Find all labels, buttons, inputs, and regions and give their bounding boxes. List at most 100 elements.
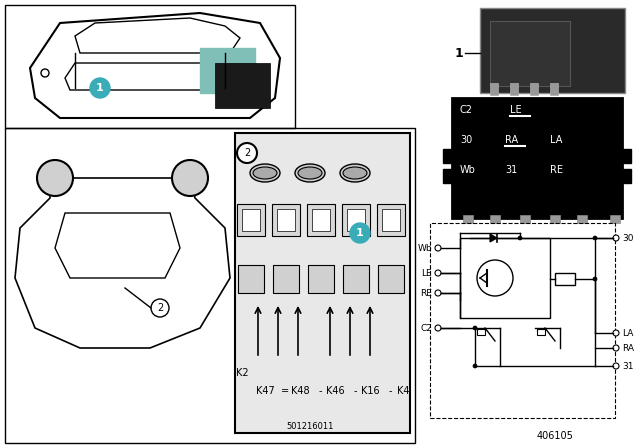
Text: RA: RA xyxy=(622,344,634,353)
Bar xyxy=(452,98,622,218)
Bar xyxy=(242,209,260,231)
Text: K16: K16 xyxy=(361,386,380,396)
Bar xyxy=(307,204,335,236)
Bar xyxy=(215,63,270,108)
Bar xyxy=(5,128,415,443)
Text: RA: RA xyxy=(505,135,518,145)
Bar xyxy=(621,169,631,183)
Bar xyxy=(308,265,334,293)
Ellipse shape xyxy=(253,167,277,179)
Text: C2: C2 xyxy=(420,323,432,332)
Circle shape xyxy=(613,363,619,369)
Bar xyxy=(343,265,369,293)
Text: K4: K4 xyxy=(397,386,409,396)
Circle shape xyxy=(435,270,441,276)
Text: C2: C2 xyxy=(460,105,473,115)
Circle shape xyxy=(37,160,73,196)
Circle shape xyxy=(172,160,208,196)
Circle shape xyxy=(613,330,619,336)
Circle shape xyxy=(477,260,513,296)
Text: 501216011: 501216011 xyxy=(286,422,333,431)
Circle shape xyxy=(435,290,441,296)
Bar xyxy=(550,215,560,223)
Bar xyxy=(555,273,575,285)
Bar xyxy=(550,83,558,95)
Bar xyxy=(577,215,587,223)
Ellipse shape xyxy=(343,167,367,179)
Polygon shape xyxy=(55,213,180,278)
Text: K46: K46 xyxy=(326,386,344,396)
Text: K48: K48 xyxy=(291,386,309,396)
Text: LE: LE xyxy=(510,105,522,115)
Polygon shape xyxy=(15,178,230,348)
Bar xyxy=(537,329,545,335)
Bar xyxy=(342,204,370,236)
Text: Wb: Wb xyxy=(417,244,432,253)
Bar xyxy=(272,204,300,236)
Circle shape xyxy=(473,364,477,368)
Bar xyxy=(277,209,295,231)
Bar xyxy=(382,209,400,231)
Ellipse shape xyxy=(295,164,325,182)
Text: 1: 1 xyxy=(356,228,364,238)
Circle shape xyxy=(237,143,257,163)
Bar xyxy=(5,5,295,128)
Text: -: - xyxy=(388,386,392,396)
Bar xyxy=(463,215,473,223)
Text: K2: K2 xyxy=(236,368,248,378)
Ellipse shape xyxy=(298,167,322,179)
Text: -: - xyxy=(353,386,356,396)
Bar xyxy=(238,265,264,293)
Bar xyxy=(312,209,330,231)
Text: 2: 2 xyxy=(157,303,163,313)
Text: Wb: Wb xyxy=(460,165,476,175)
Text: RE: RE xyxy=(550,165,563,175)
Bar xyxy=(460,238,550,318)
Circle shape xyxy=(613,235,619,241)
Bar xyxy=(235,133,410,433)
Bar xyxy=(443,149,453,163)
Bar xyxy=(490,215,500,223)
Circle shape xyxy=(350,223,370,243)
Circle shape xyxy=(151,299,169,317)
Polygon shape xyxy=(65,63,235,90)
Text: LE: LE xyxy=(421,268,432,277)
Bar xyxy=(377,204,405,236)
Text: 2: 2 xyxy=(244,148,250,158)
Text: 31: 31 xyxy=(622,362,634,370)
Text: =: = xyxy=(281,386,289,396)
Text: -: - xyxy=(318,386,322,396)
Circle shape xyxy=(435,325,441,331)
Text: LA: LA xyxy=(550,135,563,145)
Text: 1: 1 xyxy=(454,47,463,60)
Circle shape xyxy=(613,345,619,351)
Bar xyxy=(443,169,453,183)
Ellipse shape xyxy=(340,164,370,182)
Bar xyxy=(430,223,615,418)
Bar xyxy=(477,329,485,335)
Bar xyxy=(273,265,299,293)
Circle shape xyxy=(41,69,49,77)
Text: 31: 31 xyxy=(505,165,517,175)
Text: 30: 30 xyxy=(622,233,634,242)
Bar xyxy=(200,48,255,93)
Text: LA: LA xyxy=(622,328,634,337)
Bar xyxy=(621,149,631,163)
Bar xyxy=(347,209,365,231)
Circle shape xyxy=(593,277,597,281)
Bar xyxy=(237,204,265,236)
Bar xyxy=(480,8,625,93)
Circle shape xyxy=(473,326,477,330)
Polygon shape xyxy=(30,13,280,118)
Text: 1: 1 xyxy=(96,83,104,93)
Bar xyxy=(378,265,404,293)
Circle shape xyxy=(435,245,441,251)
Text: 406105: 406105 xyxy=(536,431,573,441)
Text: 30: 30 xyxy=(460,135,472,145)
Circle shape xyxy=(90,78,110,98)
Ellipse shape xyxy=(250,164,280,182)
Circle shape xyxy=(593,236,597,240)
Polygon shape xyxy=(75,18,240,53)
Polygon shape xyxy=(490,234,497,242)
Bar xyxy=(490,83,498,95)
